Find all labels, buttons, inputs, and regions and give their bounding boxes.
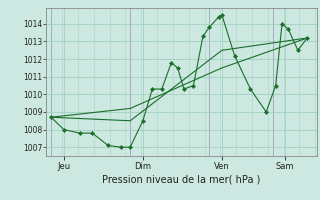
X-axis label: Pression niveau de la mer( hPa ): Pression niveau de la mer( hPa ): [102, 175, 261, 185]
